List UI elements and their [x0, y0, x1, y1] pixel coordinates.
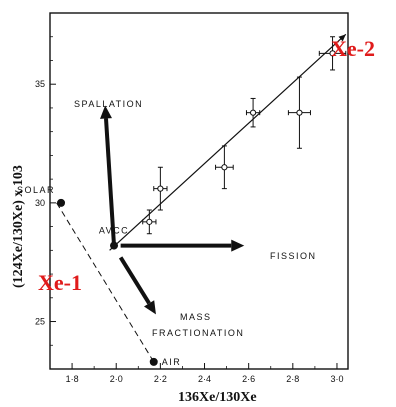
solar-point — [57, 198, 66, 207]
x-axis-label: 136Xe/130Xe — [178, 390, 257, 405]
measurement-points — [142, 36, 347, 235]
fractionation-label: FRACTIONATION — [152, 328, 244, 338]
trend-line — [109, 33, 347, 251]
avcc-label: AVCC — [99, 226, 129, 236]
arrow-shaft — [118, 256, 151, 305]
y-tick-label: 35 — [35, 79, 45, 89]
x-tick-label: 2·8 — [286, 374, 299, 384]
measurement-marker — [249, 109, 257, 116]
x-tick-label: 2·4 — [198, 374, 211, 384]
air-point — [149, 357, 158, 366]
xe-2-label: Xe-2 — [331, 36, 375, 61]
x-tick-label: 2·6 — [242, 374, 255, 384]
measurement-marker — [146, 218, 153, 225]
measurement-point — [318, 36, 347, 71]
x-tick-label: 2·2 — [154, 374, 167, 384]
mixing-line — [56, 202, 155, 363]
xe-1-label: Xe-1 — [38, 270, 82, 295]
x-axis-ticks: 1·8 2·0 2·2 2·4 2·6 2·8 3·0 — [66, 363, 343, 384]
spallation-arrow — [100, 105, 117, 246]
arrow-head — [231, 239, 245, 252]
measurement-marker — [329, 50, 336, 57]
y-tick-label: 25 — [35, 317, 45, 327]
y-axis-label: (124Xe/130Xe) x 103 — [11, 165, 26, 288]
fission-label: FISSION — [270, 251, 317, 261]
fission-arrow — [120, 239, 245, 252]
trend-arrowhead — [338, 34, 346, 42]
air-label: AIR — [162, 357, 182, 367]
reference-points: SOLAR AVCC AIR — [17, 185, 182, 367]
measurement-point — [142, 209, 157, 235]
spallation-label: SPALLATION — [74, 99, 143, 109]
y-axis-ticks: 25 30 35 — [35, 36, 56, 346]
avcc-point — [110, 241, 119, 250]
x-tick-label: 1·8 — [66, 374, 79, 384]
measurement-marker — [157, 185, 164, 192]
measurement-point — [153, 166, 168, 211]
x-tick-label: 3·0 — [330, 374, 343, 384]
arrow-head — [100, 105, 112, 119]
measurement-marker — [221, 164, 228, 171]
measurement-point — [245, 97, 261, 128]
arrow-shaft — [104, 118, 117, 246]
x-tick-label: 2·0 — [110, 374, 123, 384]
arrow-head — [144, 300, 156, 315]
solar-label: SOLAR — [17, 185, 55, 195]
plot-frame — [49, 12, 349, 370]
process-arrows — [100, 105, 245, 315]
measurement-point — [215, 145, 234, 190]
measurement-marker — [296, 109, 303, 116]
fractionation-arrow — [118, 256, 156, 315]
mass-label: MASS — [180, 312, 212, 322]
measurement-point — [287, 76, 311, 149]
y-tick-label: 30 — [35, 198, 45, 208]
